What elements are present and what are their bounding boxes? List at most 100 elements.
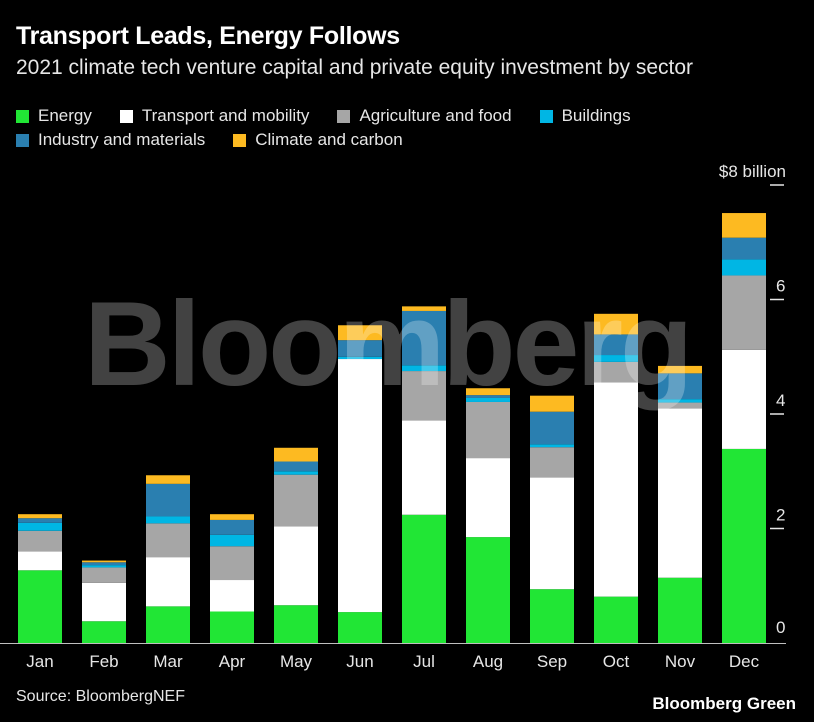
legend-item: Industry and materials bbox=[16, 128, 205, 152]
legend-label: Climate and carbon bbox=[255, 130, 403, 149]
bar-segment bbox=[338, 325, 382, 341]
bar-segment bbox=[594, 355, 638, 362]
bar-segment bbox=[210, 611, 254, 643]
bar-segment bbox=[274, 526, 318, 606]
bar-segment bbox=[466, 401, 510, 459]
bar-segment bbox=[274, 474, 318, 527]
bar-segment bbox=[722, 275, 766, 350]
source-note: Source: BloombergNEF bbox=[16, 688, 185, 705]
bar-segment bbox=[146, 557, 190, 607]
bar-segment bbox=[402, 371, 446, 421]
legend-label: Transport and mobility bbox=[141, 106, 310, 125]
bar-segment bbox=[594, 334, 638, 356]
bar-segment bbox=[530, 589, 574, 643]
bar-segment bbox=[18, 551, 62, 571]
bar-segment bbox=[210, 534, 254, 547]
bar-segment bbox=[530, 395, 574, 412]
y-tick-label: 6 bbox=[776, 277, 785, 296]
bar-segment bbox=[466, 397, 510, 402]
legend-item: Energy bbox=[16, 104, 92, 128]
bar-segment bbox=[466, 458, 510, 538]
bar-segment bbox=[18, 518, 62, 523]
bar-segment bbox=[210, 580, 254, 612]
brand-logo: Bloomberg Green bbox=[652, 694, 796, 713]
legend-item: Climate and carbon bbox=[233, 128, 403, 152]
bar-segment bbox=[18, 522, 62, 531]
bar-segment bbox=[82, 560, 126, 563]
bar-segment bbox=[530, 447, 574, 478]
y-tick-label: 4 bbox=[776, 391, 785, 410]
x-tick-label: Dec bbox=[729, 652, 760, 671]
bar-segment bbox=[210, 514, 254, 520]
legend-label: Agriculture and food bbox=[359, 106, 512, 125]
x-tick-label: Feb bbox=[89, 652, 118, 671]
legend-item: Transport and mobility bbox=[119, 104, 310, 128]
bar-segment bbox=[594, 313, 638, 335]
bar-segment bbox=[146, 483, 190, 517]
bar-segment bbox=[18, 514, 62, 519]
bar-segment bbox=[466, 537, 510, 643]
chart-title: Transport Leads, Energy Follows bbox=[16, 22, 400, 50]
bar-segment bbox=[274, 461, 318, 472]
legend-item: Buildings bbox=[539, 104, 631, 128]
bar-segment bbox=[722, 213, 766, 238]
chart-plot: Jan Feb Mar Apr May Jun Jul Aug Sep Oct Nov Dec 0 2 4 6… bbox=[0, 162, 786, 671]
bar-segment bbox=[274, 605, 318, 643]
bar-segment bbox=[722, 448, 766, 643]
legend: Energy Transport and mobility Agriculture … bbox=[16, 104, 716, 152]
bar-segment bbox=[722, 349, 766, 449]
bar-segment bbox=[402, 365, 446, 372]
bar-segment bbox=[658, 408, 702, 578]
bar-segment bbox=[722, 237, 766, 260]
bar-segment bbox=[18, 570, 62, 643]
bar-segment bbox=[338, 359, 382, 613]
x-tick-label: Jul bbox=[413, 652, 435, 671]
bar-segment bbox=[658, 373, 702, 400]
bar-segment bbox=[722, 259, 766, 276]
bar-segment bbox=[658, 402, 702, 409]
bar-segment bbox=[658, 399, 702, 403]
bar-segment bbox=[530, 411, 574, 445]
bar-segment bbox=[338, 356, 382, 360]
bar-segment bbox=[466, 388, 510, 396]
bar-segment bbox=[18, 530, 62, 552]
bar-segment bbox=[466, 395, 510, 398]
legend-label: Buildings bbox=[561, 106, 631, 125]
bar-segment bbox=[402, 420, 446, 515]
legend-swatch bbox=[119, 109, 133, 123]
y-tick-label: 2 bbox=[776, 506, 785, 525]
x-tick-label: Aug bbox=[473, 652, 503, 671]
y-tick-label: $8 billion bbox=[719, 162, 786, 181]
legend-swatch bbox=[16, 133, 29, 147]
bar-segment bbox=[530, 444, 574, 448]
bar-segment bbox=[594, 596, 638, 643]
legend-label: Industry and materials bbox=[38, 130, 206, 149]
legend-label: Energy bbox=[38, 106, 92, 125]
bar-segment bbox=[146, 475, 190, 484]
bar-segment bbox=[82, 582, 126, 622]
bar-segment bbox=[402, 514, 446, 643]
legend-swatch bbox=[337, 109, 351, 123]
x-tick-label: Jan bbox=[26, 652, 53, 671]
bar-segment bbox=[402, 310, 446, 366]
bar-segment bbox=[82, 621, 126, 643]
bar-segment bbox=[210, 546, 254, 581]
bar-segment bbox=[402, 306, 446, 311]
bar-segment bbox=[274, 447, 318, 462]
bar-segment bbox=[82, 567, 126, 583]
chart-subtitle: 2021 climate tech venture capital and pr… bbox=[16, 56, 694, 79]
bar-segment bbox=[146, 606, 190, 643]
bar-segment bbox=[594, 361, 638, 383]
bar-segment bbox=[530, 477, 574, 590]
bar-segment bbox=[210, 519, 254, 535]
x-tick-label: Sep bbox=[537, 652, 567, 671]
bar-segment bbox=[338, 340, 382, 357]
x-tick-label: Mar bbox=[153, 652, 183, 671]
bar-segment bbox=[82, 562, 126, 566]
bar-segment bbox=[146, 516, 190, 524]
x-tick-label: May bbox=[280, 652, 313, 671]
legend-swatch bbox=[16, 109, 29, 123]
legend-swatch bbox=[539, 109, 553, 123]
bar-segment bbox=[82, 565, 126, 568]
legend-swatch bbox=[233, 133, 247, 147]
